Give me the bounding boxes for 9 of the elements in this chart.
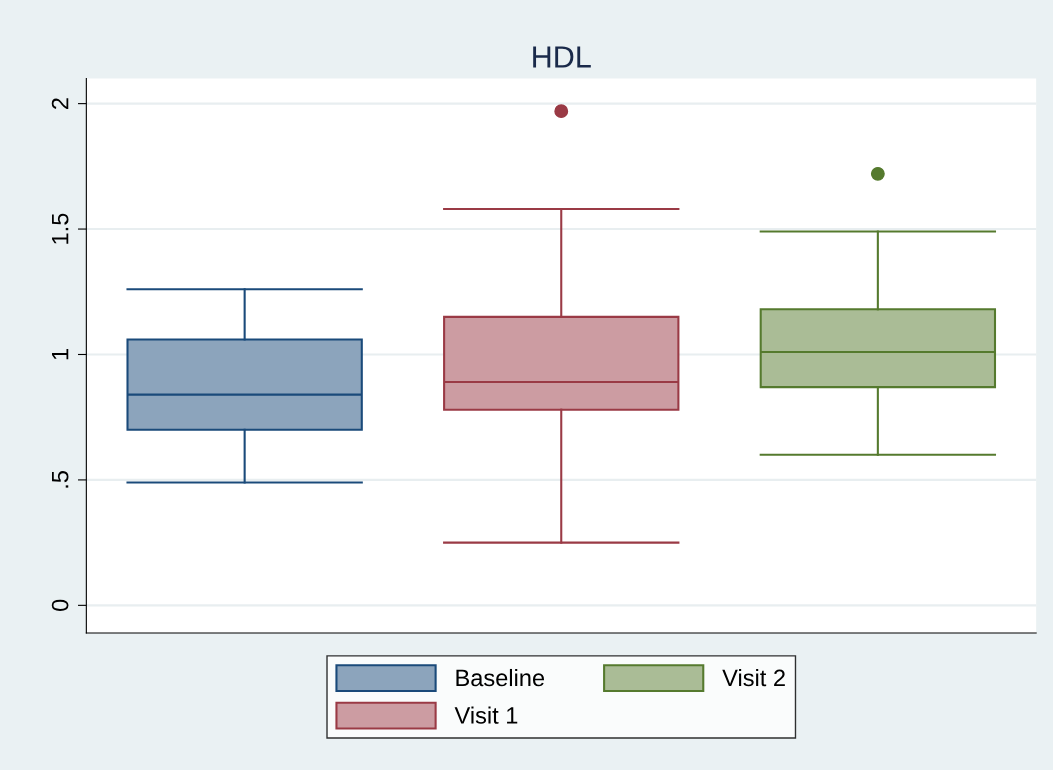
y-tick-label: 1 (52, 349, 69, 360)
y-tick-label: .5 (52, 471, 69, 488)
legend-label: Baseline (456, 668, 545, 687)
y-tick-label: 0 (51, 599, 69, 611)
y-tick-label: 2 (51, 98, 69, 109)
chart-title: HDL (533, 46, 591, 68)
legend-label: Visit 1 (454, 706, 518, 724)
legend-label: Visit 2 (722, 668, 785, 687)
y-tick-label: 1.5 (52, 213, 69, 244)
